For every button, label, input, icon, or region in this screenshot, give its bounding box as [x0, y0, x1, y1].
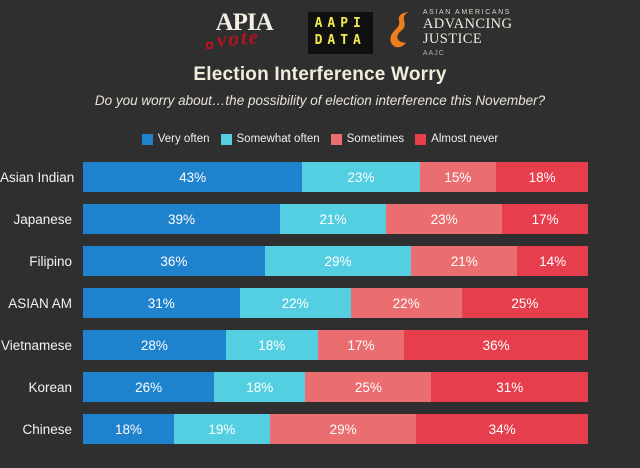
chart-legend: Very often Somewhat often Sometimes Almost …: [0, 133, 640, 145]
bar-row: Chinese 18% 19% 29% 34%: [0, 414, 589, 444]
bar-row: Japanese 39% 21% 23% 17%: [0, 204, 588, 234]
ballot-checkbox-icon: [205, 42, 213, 49]
chart-title: Election Interference Worry: [193, 64, 447, 85]
stacked-bar: 39% 21% 23% 17%: [83, 204, 588, 234]
legend-label: Sometimes: [346, 133, 405, 145]
category-label: Filipino: [29, 253, 72, 269]
bar-segment: 21%: [411, 246, 518, 276]
bar-segment: 15%: [419, 162, 497, 192]
stacked-bar: 28% 18% 17% 36%: [83, 330, 588, 360]
category-label: Asian Indian: [0, 169, 75, 185]
legend-swatch: [141, 133, 153, 145]
category-label: ASIAN AM: [8, 295, 72, 311]
advancing-justice-text: ASIAN AMERICANS ADVANCING JUSTICE AAJC: [423, 9, 513, 57]
aapi-data-line2: DATA: [314, 33, 366, 48]
bar-segment: 14%: [517, 246, 588, 276]
bar-segment: 21%: [279, 204, 386, 234]
legend-label: Somewhat often: [236, 133, 320, 145]
bar-rows: Asian Indian 43% 23% 15% 18% Japanese 39% 21% 23…: [0, 162, 640, 444]
bar-row: Asian Indian 43% 23% 15% 18%: [0, 162, 588, 192]
stacked-bar: 43% 23% 15% 18%: [83, 162, 588, 192]
aapi-data-logo: AAPI DATA: [307, 12, 373, 54]
category-label: Korean: [28, 379, 72, 395]
bar-segment: 43%: [83, 162, 303, 192]
aj-line1: ADVANCING: [422, 16, 513, 33]
stacked-bar-chart: Asian Indian 43% 23% 15% 18% Japanese 39% 21% 23…: [0, 162, 640, 444]
bar-segment: 25%: [305, 372, 432, 402]
bar-segment: 23%: [386, 204, 503, 234]
bar-segment: 36%: [83, 246, 265, 276]
stacked-bar: 36% 29% 21% 14%: [83, 246, 588, 276]
bar-segment: 26%: [83, 372, 215, 402]
bar-segment: 34%: [416, 414, 589, 444]
legend-label: Almost never: [431, 133, 499, 145]
bar-segment: 19%: [173, 414, 270, 444]
legend-item: Sometimes: [330, 133, 405, 145]
aj-small-bottom: AAJC: [422, 49, 445, 57]
bar-segment: 22%: [350, 288, 462, 318]
category-label: Vietnamese: [0, 337, 72, 353]
bar-segment: 25%: [461, 288, 588, 318]
stacked-bar: 31% 22% 22% 25%: [83, 288, 588, 318]
bar-segment: 29%: [269, 414, 417, 444]
bar-segment: 17%: [502, 204, 588, 234]
bar-segment: 18%: [496, 162, 588, 192]
header-logos: APIA vote AAPI DATA ASIAN AMERICANS ADVA…: [38, 0, 640, 57]
aj-small-top: ASIAN AMERICANS: [422, 9, 512, 17]
aapi-data-line1: AAPI: [314, 16, 366, 32]
legend-swatch: [330, 133, 342, 145]
flame-icon: [389, 11, 416, 55]
legend-swatch: [415, 133, 427, 145]
bar-segment: 31%: [83, 288, 240, 318]
legend-item: Almost never: [415, 133, 498, 145]
bar-segment: 23%: [302, 162, 420, 192]
chart-subtitle: Do you worry about…the possibility of el…: [94, 93, 546, 108]
legend-item: Somewhat often: [220, 133, 320, 145]
bar-segment: 22%: [239, 288, 351, 318]
bar-row: ASIAN AM 31% 22% 22% 25%: [0, 288, 588, 318]
bar-row: Vietnamese 28% 18% 17% 36%: [0, 330, 588, 360]
bar-segment: 36%: [404, 330, 588, 360]
apiavote-wordmark: APIA: [215, 9, 274, 36]
bar-segment: 18%: [83, 414, 174, 444]
bar-row: Filipino 36% 29% 21% 14%: [0, 246, 588, 276]
category-label: Japanese: [13, 211, 72, 227]
aj-line2: JUSTICE: [422, 31, 483, 48]
bar-segment: 31%: [431, 372, 588, 402]
category-label: Chinese: [22, 421, 72, 437]
bar-row: Korean 26% 18% 25% 31%: [0, 372, 588, 402]
apiavote-script: vote: [215, 24, 261, 52]
stacked-bar: 26% 18% 25% 31%: [83, 372, 588, 402]
bar-segment: 29%: [264, 246, 412, 276]
legend-item: Very often: [141, 133, 210, 145]
bar-segment: 28%: [83, 330, 226, 360]
stacked-bar: 18% 19% 29% 34%: [83, 414, 589, 444]
advancing-justice-logo: ASIAN AMERICANS ADVANCING JUSTICE AAJC: [389, 9, 513, 57]
apiavote-logo: APIA vote: [204, 9, 292, 57]
bar-segment: 18%: [225, 330, 318, 360]
legend-label: Very often: [157, 133, 210, 145]
bar-segment: 39%: [83, 204, 280, 234]
legend-swatch: [220, 133, 232, 145]
bar-segment: 18%: [214, 372, 306, 402]
bar-segment: 17%: [317, 330, 405, 360]
